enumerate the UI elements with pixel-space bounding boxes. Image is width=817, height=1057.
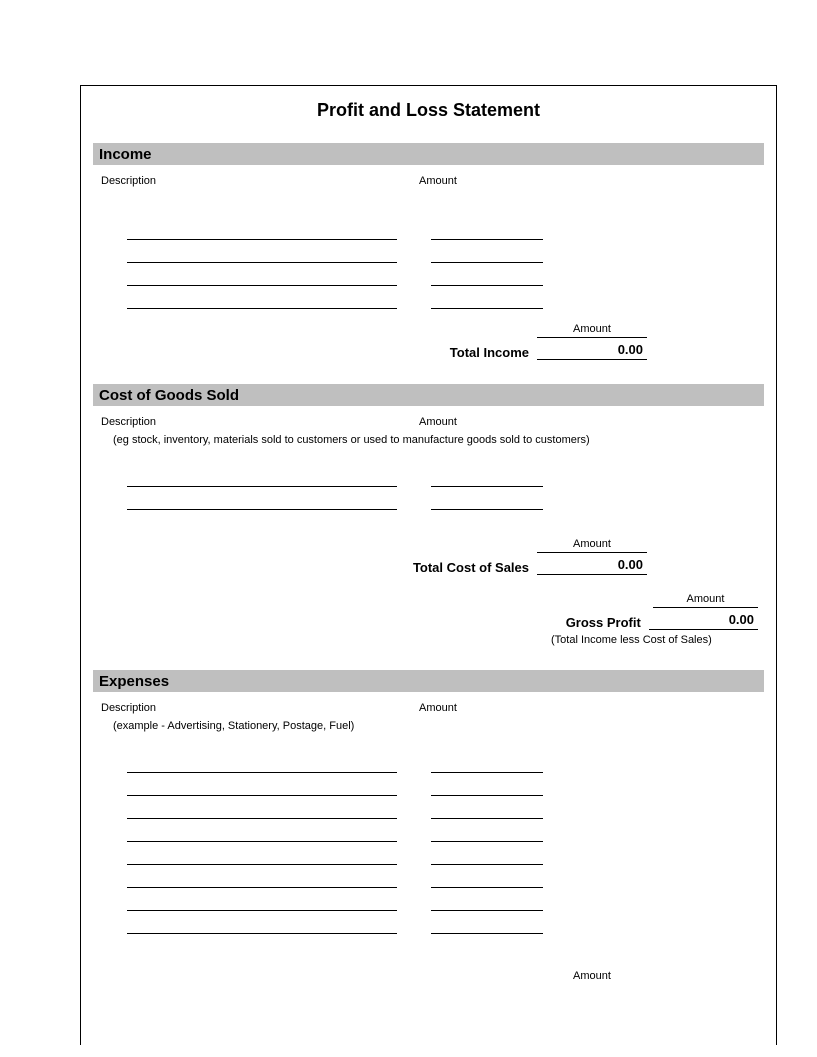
- income-amount-header: Amount: [419, 175, 569, 187]
- expenses-line-row: [99, 750, 758, 773]
- section-heading-cogs: Cost of Goods Sold: [95, 387, 239, 404]
- income-line-row: [99, 217, 758, 240]
- cogs-total-label: Total Cost of Sales: [99, 560, 537, 575]
- gross-profit-label: Gross Profit: [99, 615, 649, 630]
- cogs-column-headers: Description Amount: [99, 416, 758, 428]
- expenses-note: (example - Advertising, Stationery, Post…: [99, 720, 758, 732]
- expenses-column-headers: Description Amount: [99, 702, 758, 714]
- gross-profit-value: 0.00: [649, 612, 758, 630]
- expenses-footer: Amount: [99, 970, 758, 982]
- income-line-row: [99, 286, 758, 309]
- section-heading-expenses: Expenses: [95, 673, 169, 690]
- income-total-label: Total Income: [99, 345, 537, 360]
- income-total-block: Amount Total Income 0.00: [99, 323, 758, 360]
- expenses-line-row: [99, 865, 758, 888]
- income-total-value: 0.00: [537, 342, 647, 360]
- section-bar-income: Income: [93, 143, 764, 165]
- expenses-line-row: [99, 911, 758, 934]
- cogs-amount-header: Amount: [419, 416, 569, 428]
- income-line-row: [99, 240, 758, 263]
- section-bar-expenses: Expenses: [93, 670, 764, 692]
- income-desc-header: Description: [99, 175, 419, 187]
- cogs-line-row: [99, 487, 758, 510]
- cogs-note: (eg stock, inventory, materials sold to …: [99, 434, 758, 446]
- cogs-total-value: 0.00: [537, 557, 647, 575]
- expenses-line-row: [99, 888, 758, 911]
- section-bar-cogs: Cost of Goods Sold: [93, 384, 764, 406]
- statement-page: Profit and Loss Statement Income Descrip…: [80, 85, 777, 1045]
- gross-profit-amount-header: Amount: [653, 593, 758, 608]
- expenses-line-row: [99, 773, 758, 796]
- cogs-total-block: Amount Total Cost of Sales 0.00: [99, 538, 758, 575]
- expenses-line-row: [99, 819, 758, 842]
- cogs-total-amount-header: Amount: [537, 538, 647, 553]
- cogs-desc-header: Description: [99, 416, 419, 428]
- expenses-line-row: [99, 796, 758, 819]
- expenses-amount-header: Amount: [419, 702, 569, 714]
- expenses-line-row: [99, 842, 758, 865]
- income-column-headers: Description Amount: [99, 175, 758, 187]
- expenses-footer-amount-header: Amount: [537, 970, 647, 982]
- page-title: Profit and Loss Statement: [99, 100, 758, 121]
- expenses-desc-header: Description: [99, 702, 419, 714]
- section-heading-income: Income: [95, 146, 152, 163]
- gross-profit-block: Amount Gross Profit 0.00 (Total Income l…: [99, 593, 758, 646]
- gross-profit-subnote: (Total Income less Cost of Sales): [99, 634, 758, 646]
- income-total-amount-header: Amount: [537, 323, 647, 338]
- income-line-row: [99, 263, 758, 286]
- cogs-line-row: [99, 464, 758, 487]
